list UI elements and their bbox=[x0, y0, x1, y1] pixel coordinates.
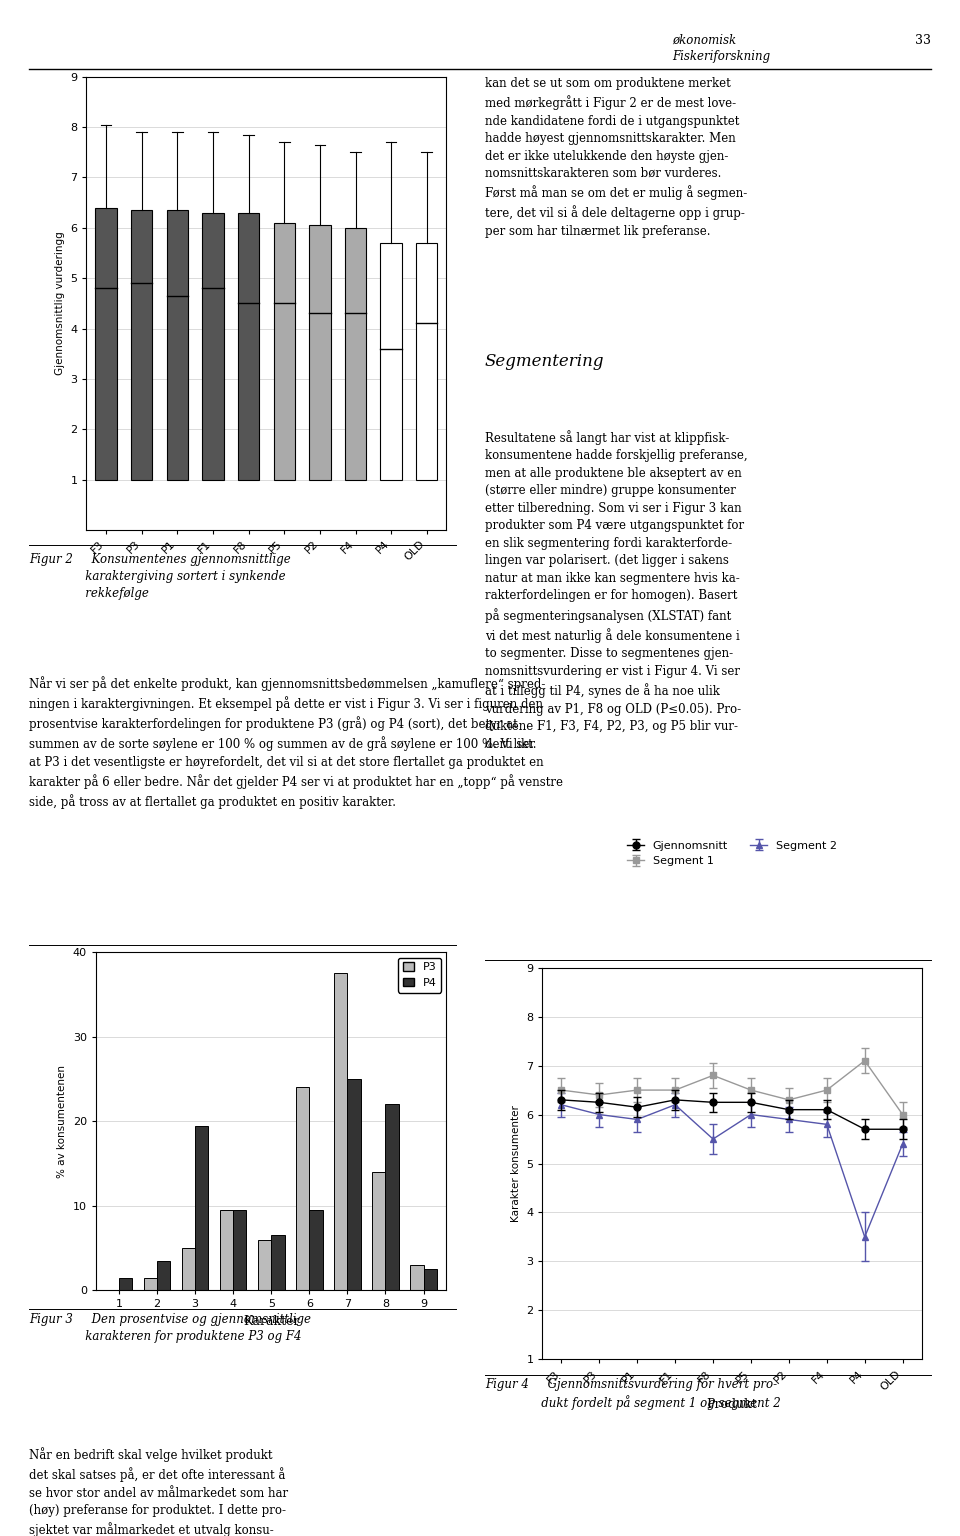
Text: kan det se ut som om produktene merket
med mørkegrått i Figur 2 er de mest love-: kan det se ut som om produktene merket m… bbox=[485, 77, 747, 238]
Bar bbox=[131, 210, 153, 479]
Bar bbox=[258, 1240, 271, 1290]
Bar bbox=[410, 1266, 423, 1290]
Bar bbox=[345, 227, 366, 479]
Bar bbox=[348, 1078, 361, 1290]
Bar bbox=[274, 223, 295, 479]
Bar bbox=[144, 1278, 156, 1290]
Y-axis label: % av konsumentenen: % av konsumentenen bbox=[58, 1064, 67, 1178]
Bar bbox=[296, 1087, 309, 1290]
Bar bbox=[416, 243, 438, 479]
Bar bbox=[386, 1104, 398, 1290]
Bar bbox=[220, 1210, 233, 1290]
Text: Resultatene så langt har vist at klippfisk-
konsumentene hadde forskjellig prefe: Resultatene så langt har vist at klippfi… bbox=[485, 430, 748, 751]
Bar bbox=[309, 226, 330, 479]
Bar bbox=[233, 1210, 247, 1290]
Text: økonomisk
Fiskeriforskning: økonomisk Fiskeriforskning bbox=[672, 34, 770, 63]
Legend: Gjennomsnitt, Segment 1, Segment 2: Gjennomsnitt, Segment 1, Segment 2 bbox=[623, 836, 841, 871]
X-axis label: Karakter: Karakter bbox=[243, 1315, 300, 1327]
Bar bbox=[195, 1126, 208, 1290]
Bar bbox=[238, 214, 259, 479]
Bar bbox=[380, 243, 402, 479]
Bar bbox=[271, 1235, 284, 1290]
Bar bbox=[372, 1172, 386, 1290]
Text: Når en bedrift skal velge hvilket produkt
det skal satses på, er det ofte intere: Når en bedrift skal velge hvilket produk… bbox=[29, 1447, 288, 1536]
Bar bbox=[156, 1261, 170, 1290]
Legend: P3, P4: P3, P4 bbox=[398, 958, 441, 992]
Text: Segmentering: Segmentering bbox=[485, 353, 604, 370]
Text: Når vi ser på det enkelte produkt, kan gjennomsnittsbedømmelsen „kamuflere“ spre: Når vi ser på det enkelte produkt, kan g… bbox=[29, 676, 563, 809]
Text: Figur 2     Konsumentenes gjennomsnittlige
               karaktergiving sortert: Figur 2 Konsumentenes gjennomsnittlige k… bbox=[29, 553, 291, 601]
Bar bbox=[167, 210, 188, 479]
Text: Figur 3     Den prosentvise og gjennomsnittlige
               karakteren for pr: Figur 3 Den prosentvise og gjennomsnittl… bbox=[29, 1313, 311, 1344]
Bar bbox=[203, 214, 224, 479]
Bar bbox=[95, 207, 117, 479]
X-axis label: Produkt: Produkt bbox=[707, 1398, 757, 1410]
Y-axis label: Gjennomsnittlig vurderingg: Gjennomsnittlig vurderingg bbox=[55, 232, 64, 375]
Bar bbox=[423, 1269, 437, 1290]
Text: 33: 33 bbox=[915, 34, 931, 46]
Y-axis label: Karakter konsumenter: Karakter konsumenter bbox=[511, 1104, 520, 1223]
Bar bbox=[119, 1278, 132, 1290]
Bar bbox=[334, 974, 348, 1290]
Text: Figur 4     Gjennomsnittsvurdering for hvert pro-
               dukt fordelt på: Figur 4 Gjennomsnittsvurdering for hvert… bbox=[485, 1378, 780, 1410]
Bar bbox=[309, 1210, 323, 1290]
Bar bbox=[181, 1247, 195, 1290]
